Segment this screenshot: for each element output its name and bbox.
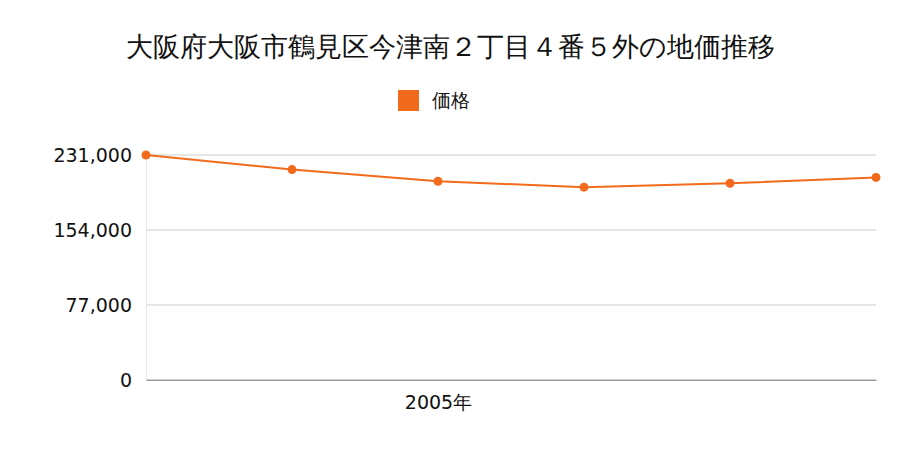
y-tick: 77,000 [66, 294, 146, 316]
y-tick-label: 231,000 [53, 144, 132, 166]
y-tick: 154,000 [53, 219, 146, 241]
y-tick-label: 154,000 [53, 219, 132, 241]
x-tick-label: 2005年 [405, 391, 472, 413]
x-axis-line [147, 380, 877, 381]
x-axis: 2005年 [147, 380, 877, 413]
series-marker [288, 165, 297, 174]
x-tick: 2005年 [405, 380, 472, 413]
y-axis-line [146, 156, 147, 381]
series-marker [434, 177, 443, 186]
series-marker [580, 183, 589, 192]
series-marker [142, 151, 151, 160]
y-tick-label: 0 [120, 369, 132, 391]
grid-line [146, 155, 876, 156]
plot-area [142, 151, 881, 192]
title: 大阪府大阪市鶴見区今津南２丁目４番５外の地価推移 [126, 31, 775, 62]
grid-line [146, 380, 876, 381]
grid [146, 155, 876, 380]
y-tick: 231,000 [53, 144, 146, 166]
chart: 大阪府大阪市鶴見区今津南２丁目４番５外の地価推移 0 77,000 154,000 23… [0, 0, 900, 450]
y-tick-label: 77,000 [66, 294, 132, 316]
y-tick: 0 [120, 369, 146, 391]
legend-label: 価格 [432, 89, 470, 111]
legend: 価格 [398, 89, 470, 111]
series-marker [726, 179, 735, 188]
series-line [146, 155, 876, 187]
legend-swatch [398, 90, 419, 111]
series-marker [872, 173, 881, 182]
y-axis: 0 77,000 154,000 231,000 [53, 144, 146, 391]
grid-line [146, 230, 876, 231]
grid-line [146, 305, 876, 306]
